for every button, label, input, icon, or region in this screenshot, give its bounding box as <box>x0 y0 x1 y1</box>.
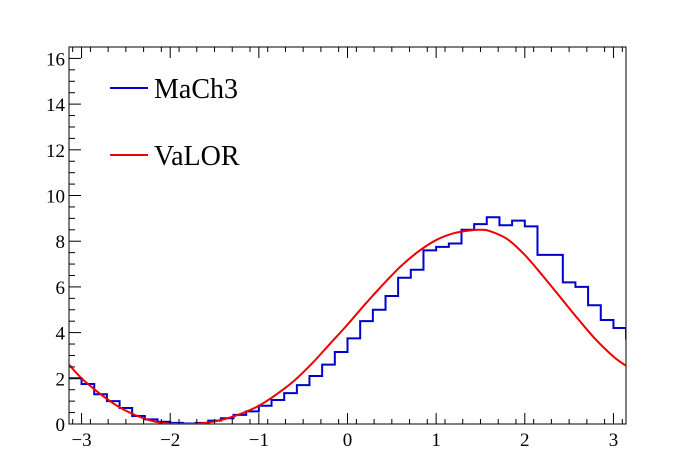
y-tick-label: 0 <box>56 415 66 436</box>
y-tick-label: 14 <box>46 95 66 116</box>
x-tick-label: 1 <box>431 430 441 451</box>
x-tick-label: 0 <box>343 430 353 451</box>
series-mach3-histogram <box>69 216 626 424</box>
y-tick-label: 4 <box>56 324 66 345</box>
legend-label-valor: VaLOR <box>154 141 240 172</box>
legend: MaCh3 VaLOR <box>110 74 240 172</box>
y-tick-label: 12 <box>46 141 65 162</box>
plot-frame <box>68 46 627 425</box>
y-tick-label: 16 <box>46 49 65 70</box>
y-tick-label: 8 <box>56 232 66 253</box>
y-tick-label: 2 <box>56 369 66 390</box>
x-tick-label: −2 <box>160 430 180 451</box>
legend-label-mach3: MaCh3 <box>154 74 238 105</box>
series-valor-line <box>69 228 626 424</box>
y-tick-label: 10 <box>46 187 65 208</box>
x-tick-label: 3 <box>609 430 619 451</box>
y-tick-label: 6 <box>56 278 66 299</box>
x-tick-label: −3 <box>71 430 91 451</box>
x-tick-label: −1 <box>249 430 269 451</box>
x-tick-label: 2 <box>520 430 530 451</box>
